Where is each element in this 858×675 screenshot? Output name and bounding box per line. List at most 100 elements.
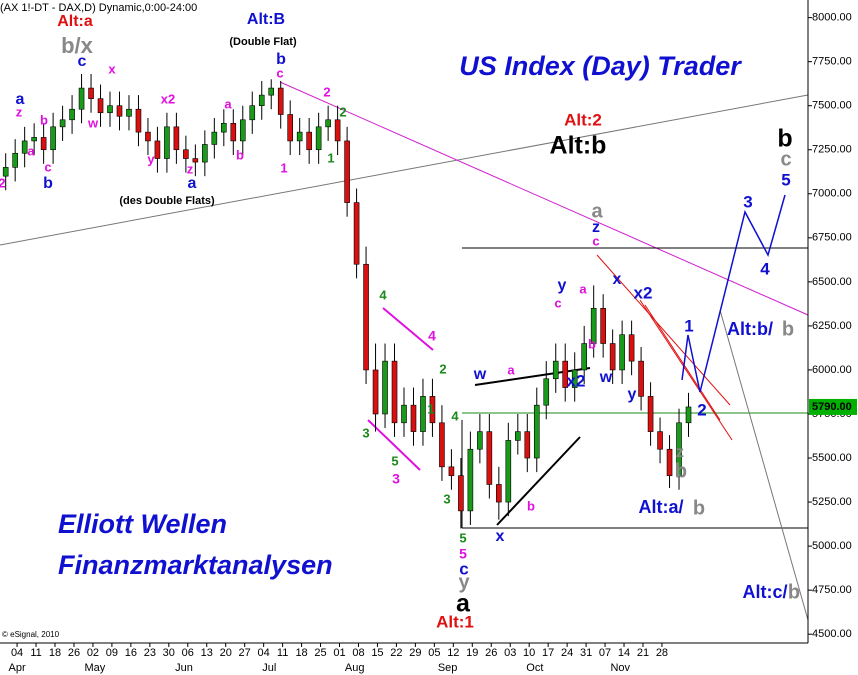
candle-body [268,87,275,96]
candle-body [287,114,293,142]
x-tick-label: 10 [523,647,535,659]
wave-label: 4 [379,287,387,302]
chart-title: US Index (Day) Trader [459,51,742,81]
candle-body [533,404,540,459]
y-tick-label: 6250.00 [812,320,852,332]
candle-body [581,343,587,371]
x-tick-label: 25 [314,647,326,659]
candle-body [382,360,388,415]
wave-label: a [579,281,587,296]
candle-body [2,167,9,177]
x-tick-label: 03 [504,647,516,659]
candle-body [50,126,56,151]
x-tick-label: 12 [447,647,459,659]
wave-label: b [782,318,794,340]
candle-body [211,131,218,145]
candle-body [277,87,284,115]
wave-label: z [592,219,600,236]
candle-body [31,137,37,142]
wave-label: 3 [743,192,752,211]
candle-body [486,431,493,485]
trend-line [279,81,809,316]
candle-body [69,108,75,121]
y-tick-label: 4500.00 [812,628,852,640]
month-label: Jun [175,662,193,674]
candle-body [458,475,464,512]
annotations: Alt:a Alt:B(Double Flat)b/xc bcazbacb2xwx2… [0,11,800,631]
trend-line [496,436,581,526]
wave-label: 3 [362,425,369,440]
wave-label: b [527,498,535,513]
x-tick-label: 09 [106,647,118,659]
wave-label: 1 [684,316,693,335]
month-label: Sep [438,662,458,674]
y-tick-label: 5250.00 [812,496,852,508]
trend-line [474,367,591,386]
wave-label: Alt:c/ [743,582,788,602]
wave-label: a [507,362,515,377]
x-tick-label: 20 [220,647,232,659]
x-tick-label: 05 [428,647,440,659]
x-tick-label: 18 [295,647,307,659]
candle-body [448,466,455,476]
candle-body [391,360,398,424]
candle-body [154,140,161,159]
wave-label: 1 [280,160,287,175]
candle-body [647,396,654,432]
y-tick-label: 7250.00 [812,144,852,156]
x-tick-label: 28 [656,647,668,659]
candle-body [638,360,644,397]
y-tick-label: 6000.00 [812,364,852,376]
candle-body [239,119,246,142]
wave-label: w [87,115,99,130]
x-tick-label: 19 [466,647,478,659]
wave-label: x2 [634,283,653,302]
candle-body [657,431,663,450]
x-tick-label: 24 [561,647,573,659]
x-tick-label: 04 [258,647,270,659]
wave-label: Alt:b [550,132,607,160]
x-tick-label: 15 [371,647,383,659]
candle-body [164,126,170,159]
month-label: May [84,662,105,674]
wave-label: z [187,161,194,176]
trend-line [639,299,733,441]
candle-body [107,105,113,114]
candle-body [145,131,151,142]
candle-body [571,369,578,388]
wave-label: 5 [781,170,790,189]
wave-label: Alt:b/ [727,319,773,339]
chart-header: (AX 1!-DT - DAX,D) Dynamic,0:00-24:00 [0,2,197,14]
wave-label: 2 [697,400,706,419]
candle-body [315,126,322,151]
wave-label: 2 [0,175,6,190]
y-tick-label: 5500.00 [812,452,852,464]
wave-label: Alt:a/ [639,497,684,517]
x-tick-label: 30 [163,647,175,659]
x-tick-label: 11 [30,647,41,659]
wave-label: b [675,460,687,482]
wave-label: 3 [392,471,400,487]
wave-label: c [459,559,468,578]
wave-label: x [613,271,622,288]
wave-label: c [276,65,283,80]
last-price-label: 5790.00 [812,401,852,413]
wave-label: a [188,175,197,192]
wave-label: y [628,386,637,403]
wave-label: Alt:B [247,11,285,28]
wave-label: x [108,61,116,76]
candle-body [59,119,66,128]
candle-body [429,396,436,424]
wave-label: Alt:a [57,13,93,30]
candle-body [249,105,256,121]
wave-label: (Double Flat) [229,36,297,48]
candle-body [334,119,341,142]
wave-label: c [44,159,51,174]
wave-label: b [43,175,53,192]
wave-label: 4 [760,259,770,278]
wave-label: w [473,366,487,383]
candle-body [543,378,550,406]
candle-body [88,87,94,99]
candle-body [344,140,350,203]
candle-body [258,94,265,106]
